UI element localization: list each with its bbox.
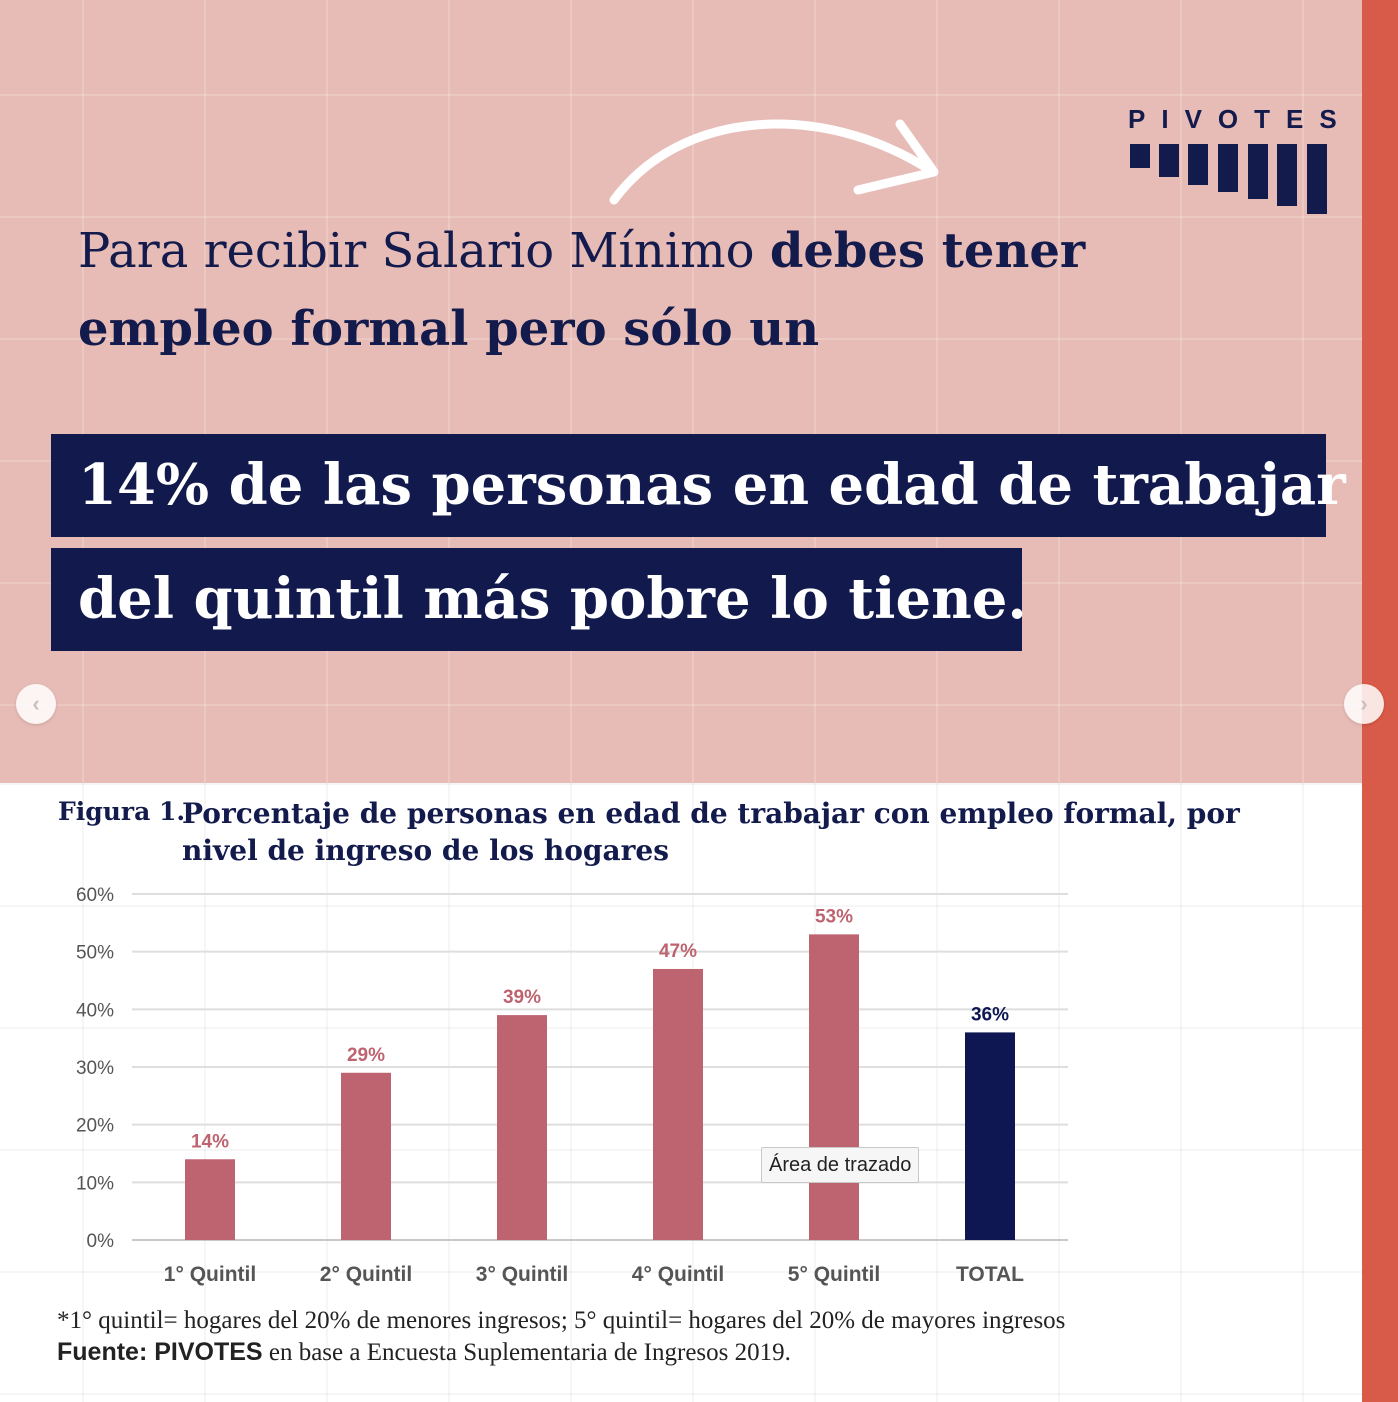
data-label: 39% [503,987,541,1008]
carousel-next-button[interactable]: › [1344,684,1384,724]
figure-label: Figura 1. [58,797,186,826]
x-tick-label: 1° Quintil [164,1263,256,1286]
x-tick-label: 5° Quintil [788,1263,880,1286]
pink-background [0,0,1362,783]
chevron-left-icon: ‹ [32,691,40,716]
source-bold: Fuente: PIVOTES [57,1338,263,1366]
x-tick-label: TOTAL [956,1263,1024,1286]
headline-highlight-1: 14% de las personas en edad de trabajar [51,434,1346,537]
figure-source: Fuente: PIVOTES en base a Encuesta Suple… [57,1337,791,1368]
data-label: 53% [815,906,853,927]
chevron-right-icon: › [1360,691,1368,716]
headline-intro-bold: debes tener empleo formal pero sólo un [78,223,1086,357]
x-tick-label: 2° Quintil [320,1263,412,1286]
brand-logo-text: PIVOTES [1128,104,1353,134]
data-label: 29% [347,1045,385,1066]
x-tick-label: 3° Quintil [476,1263,568,1286]
y-tick-label: 60% [76,885,114,906]
y-tick-label: 40% [76,1000,114,1021]
y-tick-label: 30% [76,1058,114,1079]
headline-intro: Para recibir Salario Mínimo debes tener … [78,212,1178,368]
source-rest: en base a Encuesta Suplementaria de Ingr… [262,1339,791,1366]
bar [965,1032,1015,1240]
headline-intro-regular: Para recibir Salario Mínimo [78,223,770,279]
bar [653,968,703,1240]
data-label: 47% [659,941,697,962]
bar [185,1159,235,1240]
brand-logo-bars-icon [1130,144,1327,214]
bar [809,934,859,1240]
headline-highlight-2: del quintil más pobre lo tiene. [51,548,1027,651]
data-label: 36% [971,1004,1009,1025]
bar [341,1072,391,1240]
figure-note: *1° quintil= hogares del 20% de menores … [57,1307,1066,1334]
carousel-prev-button[interactable]: ‹ [16,684,56,724]
data-label: 14% [191,1131,229,1152]
chart-background [0,783,1362,1402]
plot-area-tooltip: Área de trazado [761,1147,920,1183]
x-tick-label: 4° Quintil [632,1263,724,1286]
y-tick-label: 50% [76,943,114,964]
bar-chart: 0% 10% 20% 30% 40% 50% 60% 14% 1° Quintil 29% 2° Q… [76,885,1068,1286]
y-tick-label: 0% [87,1231,115,1252]
y-tick-label: 20% [76,1116,114,1137]
bar [497,1015,547,1240]
figure-title: Porcentaje de personas en edad de trabaj… [182,797,1240,867]
curved-arrow-icon [609,119,939,205]
y-tick-label: 10% [76,1173,114,1194]
